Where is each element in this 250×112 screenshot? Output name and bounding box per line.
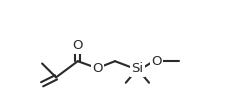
Text: O: O <box>92 62 102 75</box>
Text: Si: Si <box>131 62 143 75</box>
Text: O: O <box>152 55 162 68</box>
Text: O: O <box>72 39 83 52</box>
